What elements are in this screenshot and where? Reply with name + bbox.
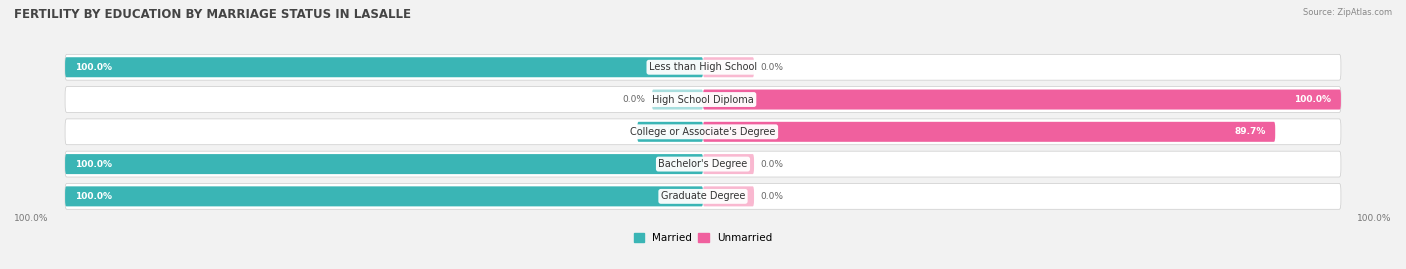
Text: 100.0%: 100.0% xyxy=(1295,95,1331,104)
Legend: Married, Unmarried: Married, Unmarried xyxy=(630,229,776,247)
Text: Bachelor's Degree: Bachelor's Degree xyxy=(658,159,748,169)
Text: 0.0%: 0.0% xyxy=(761,160,783,169)
FancyBboxPatch shape xyxy=(65,154,703,174)
Text: 100.0%: 100.0% xyxy=(75,192,111,201)
FancyBboxPatch shape xyxy=(703,122,1275,142)
FancyBboxPatch shape xyxy=(65,119,1341,145)
FancyBboxPatch shape xyxy=(65,57,703,77)
Text: 0.0%: 0.0% xyxy=(761,63,783,72)
FancyBboxPatch shape xyxy=(703,57,754,77)
Text: Less than High School: Less than High School xyxy=(650,62,756,72)
Text: 10.3%: 10.3% xyxy=(647,127,678,136)
FancyBboxPatch shape xyxy=(652,90,703,109)
FancyBboxPatch shape xyxy=(65,54,1341,80)
Text: 0.0%: 0.0% xyxy=(623,95,645,104)
Text: College or Associate's Degree: College or Associate's Degree xyxy=(630,127,776,137)
FancyBboxPatch shape xyxy=(65,151,1341,177)
Text: FERTILITY BY EDUCATION BY MARRIAGE STATUS IN LASALLE: FERTILITY BY EDUCATION BY MARRIAGE STATU… xyxy=(14,8,411,21)
Text: High School Diploma: High School Diploma xyxy=(652,94,754,105)
Text: 100.0%: 100.0% xyxy=(1357,214,1392,223)
Text: 100.0%: 100.0% xyxy=(14,214,49,223)
FancyBboxPatch shape xyxy=(65,87,1341,112)
Text: 100.0%: 100.0% xyxy=(75,63,111,72)
Text: 89.7%: 89.7% xyxy=(1234,127,1265,136)
FancyBboxPatch shape xyxy=(65,183,1341,209)
Text: Graduate Degree: Graduate Degree xyxy=(661,191,745,201)
FancyBboxPatch shape xyxy=(65,186,703,206)
FancyBboxPatch shape xyxy=(703,90,1341,109)
FancyBboxPatch shape xyxy=(637,122,703,142)
Text: 0.0%: 0.0% xyxy=(761,192,783,201)
FancyBboxPatch shape xyxy=(703,154,754,174)
Text: 100.0%: 100.0% xyxy=(75,160,111,169)
FancyBboxPatch shape xyxy=(703,186,754,206)
Text: Source: ZipAtlas.com: Source: ZipAtlas.com xyxy=(1303,8,1392,17)
